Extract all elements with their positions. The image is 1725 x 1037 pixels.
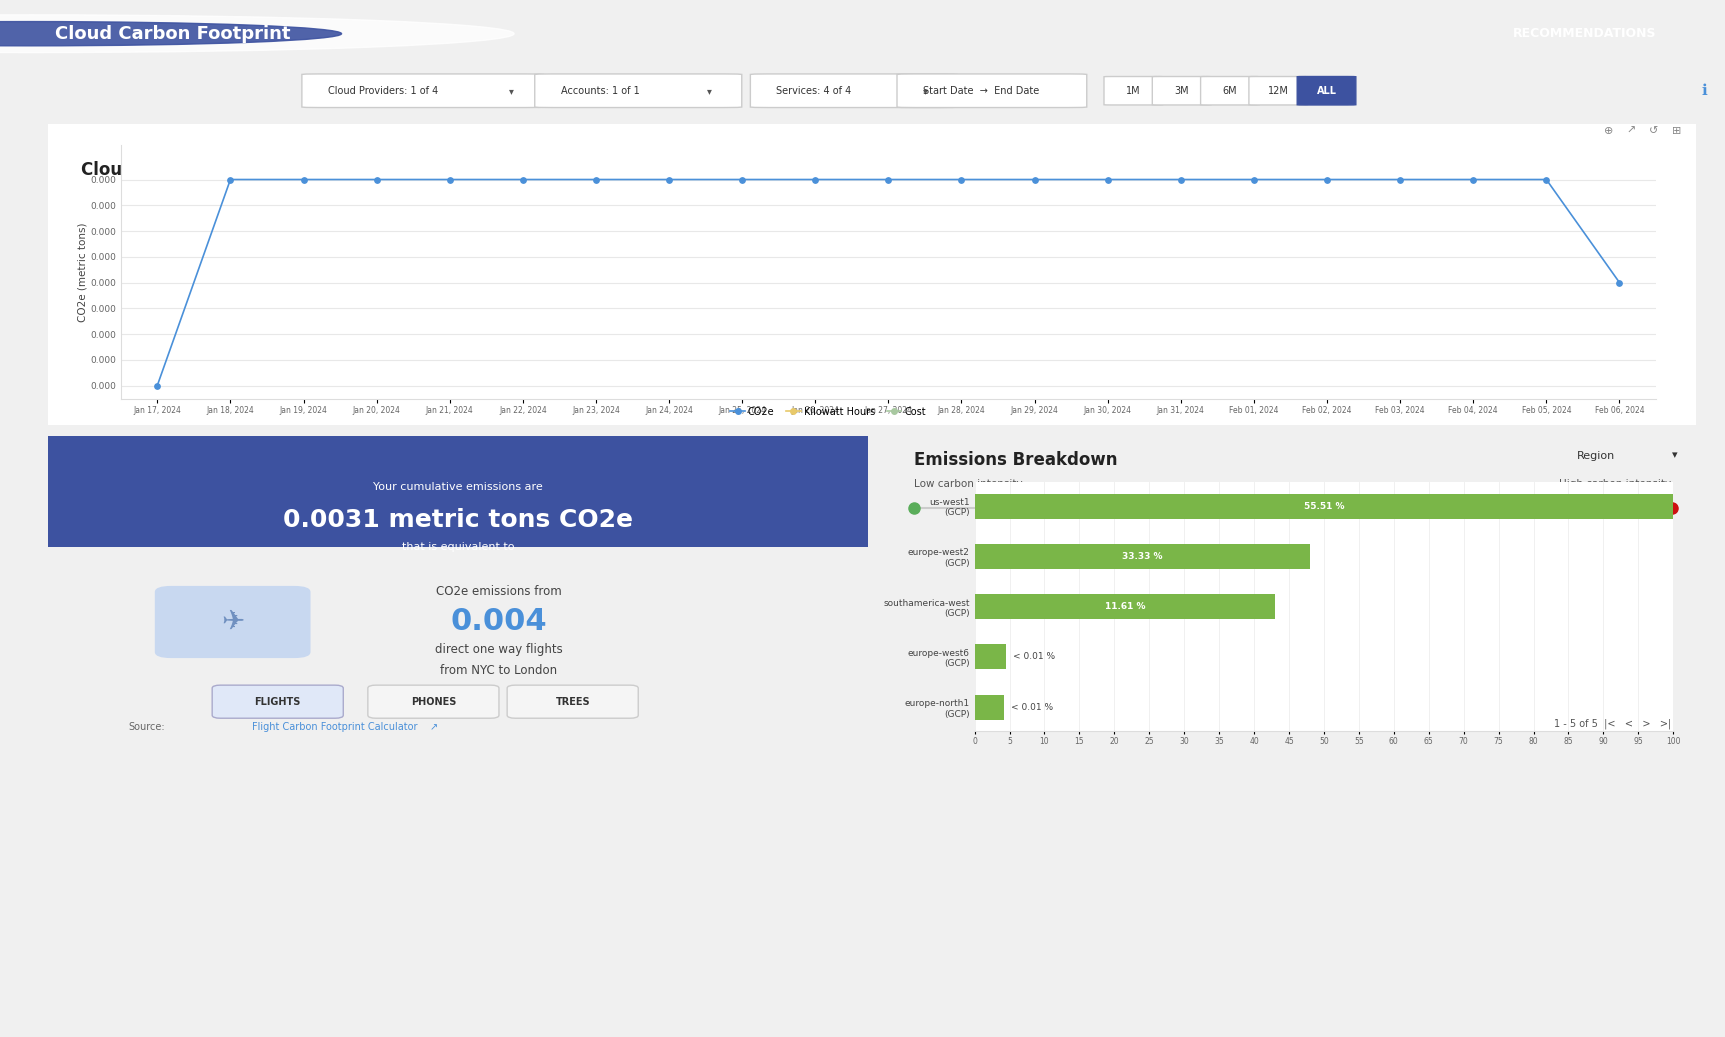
Bar [975, 494, 1673, 518]
Point [1168, 171, 1195, 188]
FancyBboxPatch shape [155, 586, 310, 658]
Point [436, 171, 464, 188]
Text: Emissions Breakdown: Emissions Breakdown [914, 451, 1118, 469]
Text: PHONES: PHONES [411, 697, 455, 706]
Point [362, 171, 390, 188]
Text: 0.0031 metric tons CO2e: 0.0031 metric tons CO2e [283, 508, 633, 532]
Point [947, 171, 975, 188]
FancyBboxPatch shape [1152, 77, 1211, 105]
Text: ⊕: ⊕ [1604, 125, 1613, 136]
Bar [48, 436, 868, 546]
FancyBboxPatch shape [507, 685, 638, 719]
Text: 1M: 1M [1126, 86, 1140, 95]
Text: that is equivalent to: that is equivalent to [402, 541, 514, 552]
Text: Cloud Providers: 1 of 4: Cloud Providers: 1 of 4 [328, 86, 438, 95]
Point [290, 171, 317, 188]
Text: ↗: ↗ [430, 722, 438, 732]
Text: ↗: ↗ [1627, 125, 1635, 136]
Text: 0.004: 0.004 [450, 608, 547, 637]
Point [656, 171, 683, 188]
Bar [975, 594, 1275, 619]
Text: Source:: Source: [128, 722, 166, 732]
Point [217, 171, 245, 188]
Point [1094, 171, 1121, 188]
FancyBboxPatch shape [367, 685, 499, 719]
Bar [975, 695, 1004, 720]
Text: ℹ: ℹ [1703, 83, 1708, 99]
Text: TREES: TREES [555, 697, 590, 706]
Text: 11.61 %: 11.61 % [1104, 602, 1145, 611]
Text: 3M: 3M [1175, 86, 1189, 95]
FancyBboxPatch shape [1297, 77, 1356, 105]
Point [728, 171, 756, 188]
Text: ▾: ▾ [923, 86, 928, 95]
Text: < 0.01 %: < 0.01 % [1011, 703, 1052, 711]
Text: ALL: ALL [1316, 86, 1337, 95]
FancyBboxPatch shape [897, 74, 1087, 108]
Text: Flight Carbon Footprint Calculator: Flight Carbon Footprint Calculator [252, 722, 417, 732]
Point [875, 171, 902, 188]
Text: Start Date  →  End Date: Start Date → End Date [923, 86, 1038, 95]
Text: High carbon intensity: High carbon intensity [1559, 479, 1672, 488]
Text: 55.51 %: 55.51 % [1304, 502, 1344, 510]
FancyBboxPatch shape [1201, 77, 1259, 105]
Text: ✈: ✈ [221, 608, 245, 636]
Point [1606, 274, 1634, 290]
Text: RECOMMENDATIONS: RECOMMENDATIONS [1513, 27, 1656, 40]
FancyBboxPatch shape [1104, 77, 1163, 105]
Text: ▾: ▾ [707, 86, 712, 95]
Point [1313, 171, 1340, 188]
Text: Accounts: 1 of 1: Accounts: 1 of 1 [561, 86, 640, 95]
Text: Cloud Usage: Cloud Usage [81, 161, 198, 178]
Text: Low carbon intensity: Low carbon intensity [914, 479, 1023, 488]
Legend: CO2e, Kilowatt Hours, Cost: CO2e, Kilowatt Hours, Cost [726, 402, 930, 421]
Text: < 0.01 %: < 0.01 % [1013, 652, 1056, 662]
Text: ▾: ▾ [1672, 451, 1677, 460]
Point [1532, 171, 1559, 188]
FancyBboxPatch shape [535, 74, 742, 108]
Text: Your cumulative emissions are: Your cumulative emissions are [373, 481, 543, 492]
Text: Region: Region [1577, 451, 1615, 460]
Point [1459, 171, 1487, 188]
FancyBboxPatch shape [750, 74, 957, 108]
Text: ⊞: ⊞ [1672, 125, 1680, 136]
Point [581, 171, 609, 188]
Circle shape [0, 15, 514, 53]
Text: ↺: ↺ [1649, 125, 1658, 136]
Text: 6M: 6M [1223, 86, 1237, 95]
Bar [975, 644, 1006, 670]
Point [1387, 171, 1414, 188]
Text: direct one way flights: direct one way flights [435, 643, 562, 655]
Bar [975, 543, 1309, 569]
Point [143, 377, 171, 394]
Text: 12M: 12M [1268, 86, 1289, 95]
FancyBboxPatch shape [1249, 77, 1308, 105]
Text: ▾: ▾ [509, 86, 514, 95]
Text: CO2e emissions from: CO2e emissions from [436, 586, 562, 598]
Text: FLIGHTS: FLIGHTS [255, 697, 300, 706]
Text: 33.33 %: 33.33 % [1121, 552, 1163, 561]
FancyBboxPatch shape [302, 74, 543, 108]
Point [1021, 171, 1049, 188]
Y-axis label: CO2e (metric tons): CO2e (metric tons) [78, 223, 88, 321]
Text: from NYC to London: from NYC to London [440, 664, 557, 676]
Point [509, 171, 536, 188]
Point [802, 171, 830, 188]
Point [1240, 171, 1268, 188]
Circle shape [0, 22, 342, 46]
Text: Cloud Carbon Footprint: Cloud Carbon Footprint [55, 25, 292, 43]
FancyBboxPatch shape [212, 685, 343, 719]
Text: 1 - 5 of 5  |<   <   >   >|: 1 - 5 of 5 |< < > >| [1554, 718, 1672, 729]
Text: Services: 4 of 4: Services: 4 of 4 [776, 86, 852, 95]
